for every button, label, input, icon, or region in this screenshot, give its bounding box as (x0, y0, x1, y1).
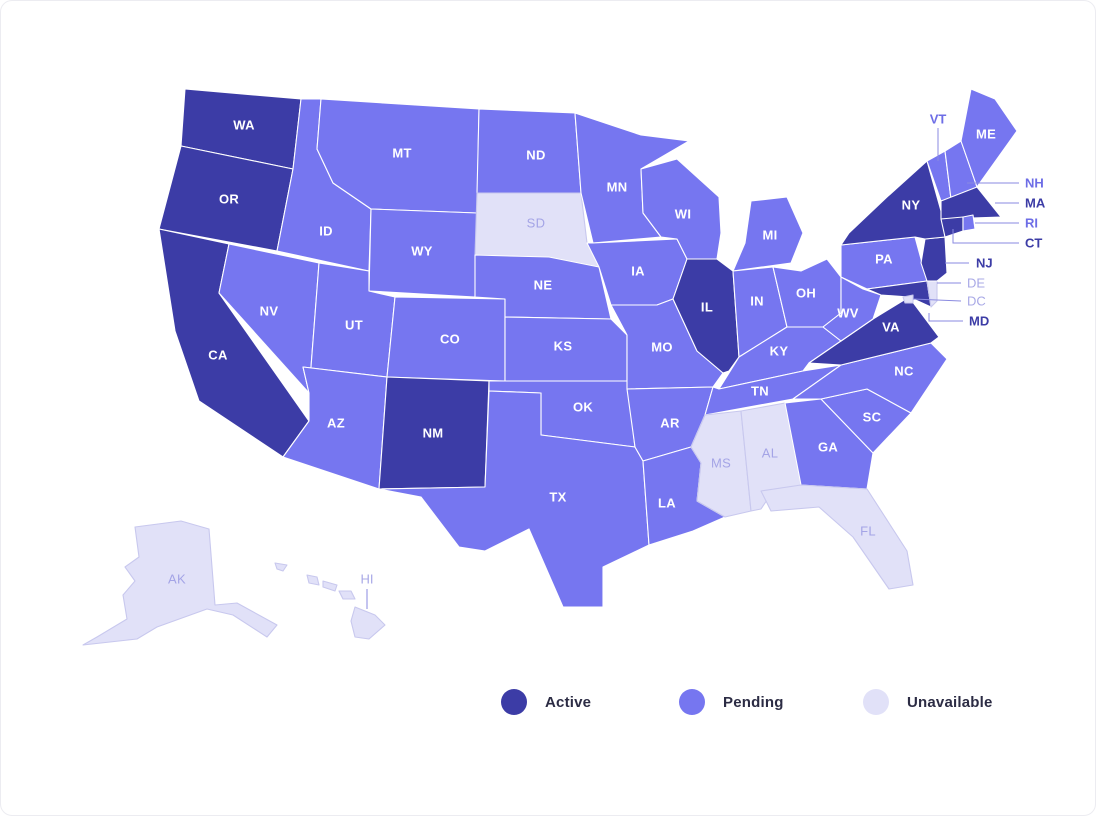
state-label-ca: CA (208, 348, 228, 363)
state-label-oh: OH (796, 286, 816, 301)
state-label-nc: NC (894, 364, 914, 379)
state-label-in: IN (750, 294, 764, 309)
state-ga[interactable] (784, 398, 874, 490)
state-label-va: VA (882, 320, 900, 335)
state-label-nh: NH (1025, 176, 1044, 191)
state-label-tn: TN (751, 384, 769, 399)
state-label-md: MD (969, 314, 989, 329)
state-label-il: IL (701, 300, 713, 315)
state-label-ma: MA (1025, 196, 1046, 211)
state-label-vt: VT (930, 112, 947, 127)
state-label-az: AZ (327, 416, 345, 431)
state-label-ak: AK (168, 572, 186, 587)
state-label-ok: OK (573, 400, 593, 415)
state-label-wa: WA (233, 118, 255, 133)
legend-label-active: Active (545, 693, 592, 711)
state-hi[interactable] (274, 562, 386, 640)
state-label-ri: RI (1025, 216, 1038, 231)
state-md[interactable] (866, 280, 932, 308)
state-label-ms: MS (711, 456, 731, 471)
state-label-al: AL (762, 446, 779, 461)
legend-item-active: Active (501, 689, 629, 715)
state-label-co: CO (440, 332, 460, 347)
state-il[interactable] (672, 258, 740, 374)
state-label-fl: FL (860, 524, 876, 539)
legend-label-unavailable: Unavailable (907, 693, 993, 711)
legend-swatch-pending (679, 689, 705, 715)
state-ct[interactable] (940, 216, 964, 238)
state-label-ky: KY (770, 344, 789, 359)
state-tx[interactable] (378, 390, 650, 608)
state-label-id: ID (319, 224, 333, 239)
state-shapes (82, 88, 1018, 646)
state-label-wv: WV (837, 306, 859, 321)
state-label-wy: WY (411, 244, 433, 259)
state-label-mo: MO (651, 340, 673, 355)
state-label-mn: MN (607, 180, 628, 195)
legend-item-unavailable: Unavailable (863, 689, 993, 715)
legend-swatch-unavailable (863, 689, 889, 715)
legend-item-pending: Pending (679, 689, 813, 715)
state-label-nd: ND (526, 148, 545, 163)
state-label-pa: PA (875, 252, 893, 267)
state-mi[interactable] (732, 196, 804, 272)
leader-line-md (928, 313, 963, 322)
state-label-ga: GA (818, 440, 838, 455)
legend-swatch-active (501, 689, 527, 715)
state-nj[interactable] (920, 236, 948, 282)
state-label-ut: UT (345, 318, 363, 333)
state-label-ar: AR (660, 416, 680, 431)
state-label-wi: WI (675, 207, 691, 222)
state-wv[interactable] (822, 276, 882, 342)
legend-label-pending: Pending (723, 693, 784, 711)
state-ma[interactable] (940, 186, 1002, 220)
leader-line-ct (952, 229, 1019, 244)
state-label-ny: NY (902, 198, 921, 213)
state-label-hi: HI (361, 572, 374, 587)
state-me[interactable] (960, 88, 1018, 188)
state-ny[interactable] (840, 160, 946, 246)
state-fl[interactable] (760, 484, 914, 590)
state-label-sd: SD (527, 216, 546, 231)
state-label-or: OR (219, 192, 239, 207)
state-labels: WA OR CA NV ID MT WY UT AZ CO NM ND SD NE KS OK TX MN IA MO… (168, 112, 1046, 587)
state-label-me: ME (976, 127, 996, 142)
callout-leader-lines (366, 128, 1019, 609)
state-label-ne: NE (534, 278, 553, 293)
state-label-nj: NJ (976, 256, 993, 271)
state-label-de: DE (967, 276, 985, 291)
state-ak[interactable] (82, 520, 278, 646)
leader-line-dc (912, 298, 962, 302)
state-label-nm: NM (423, 426, 444, 441)
state-label-ks: KS (554, 339, 573, 354)
state-label-nv: NV (260, 304, 279, 319)
state-label-la: LA (658, 496, 676, 511)
state-label-mt: MT (392, 146, 411, 161)
state-label-dc: DC (967, 294, 986, 309)
state-label-sc: SC (863, 410, 882, 425)
state-label-mi: MI (762, 228, 777, 243)
legend: Active Pending Unavailable (501, 689, 993, 715)
state-label-ia: IA (631, 264, 645, 279)
state-ri[interactable] (962, 214, 976, 232)
state-label-ct: CT (1025, 236, 1042, 251)
state-dc[interactable] (902, 294, 914, 304)
state-label-tx: TX (549, 490, 566, 505)
